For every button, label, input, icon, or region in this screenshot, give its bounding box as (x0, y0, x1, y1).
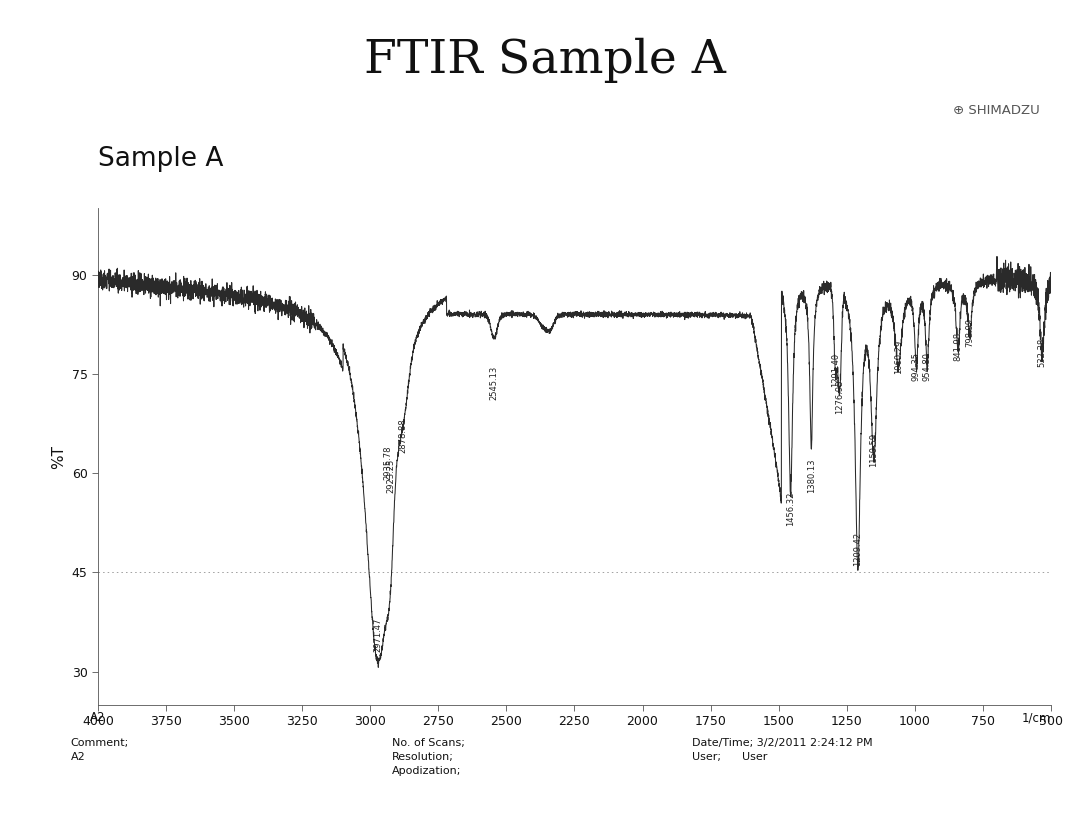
Text: A2: A2 (90, 711, 106, 725)
Text: 1/cm: 1/cm (1021, 711, 1051, 725)
Text: 1276.93: 1276.93 (835, 379, 844, 414)
Text: ⊕ SHIMADZU: ⊕ SHIMADZU (953, 104, 1040, 118)
Text: 1150.59: 1150.59 (869, 432, 878, 466)
Text: 2935.78: 2935.78 (383, 445, 392, 480)
Text: No. of Scans;
Resolution;
Apodization;: No. of Scans; Resolution; Apodization; (392, 738, 465, 776)
Y-axis label: %T: %T (51, 445, 66, 469)
Text: Date/Time; 3/2/2011 2:24:12 PM
User;      User: Date/Time; 3/2/2011 2:24:12 PM User; Use… (692, 738, 872, 762)
Text: 994.35: 994.35 (911, 351, 921, 380)
Text: 1060.29: 1060.29 (894, 339, 903, 374)
Text: 2971.47: 2971.47 (374, 617, 382, 652)
Text: 532.38: 532.38 (1038, 338, 1047, 367)
Text: 798.99: 798.99 (965, 319, 974, 348)
Text: 1291.40: 1291.40 (831, 353, 840, 387)
Text: 954.80: 954.80 (922, 351, 931, 380)
Text: Sample A: Sample A (98, 146, 223, 172)
Text: FTIR Sample A: FTIR Sample A (364, 38, 725, 83)
Text: 2878.88: 2878.88 (399, 419, 407, 454)
Text: 2923.25: 2923.25 (387, 459, 395, 493)
Text: 841.98: 841.98 (953, 332, 963, 360)
Text: 1209.42: 1209.42 (854, 531, 862, 565)
Text: 2545.13: 2545.13 (490, 366, 499, 400)
Text: 1380.13: 1380.13 (807, 459, 816, 493)
Text: 1456.32: 1456.32 (786, 492, 795, 526)
Text: Comment;
A2: Comment; A2 (71, 738, 129, 762)
